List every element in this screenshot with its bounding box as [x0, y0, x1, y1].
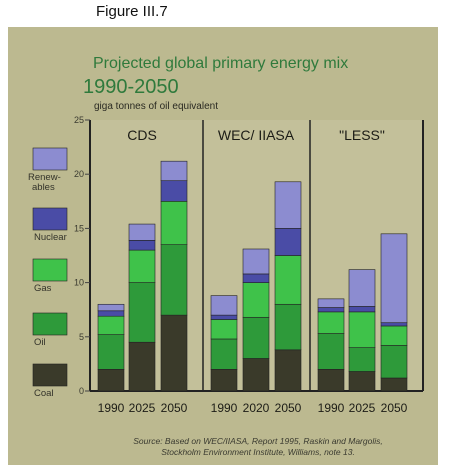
bar-segment-oil [317, 333, 345, 370]
legend-label: Nuclear [34, 232, 67, 243]
bar-segment-gas [317, 311, 345, 334]
x-tick-label: 1990 [98, 401, 125, 415]
bar-segment-coal [242, 358, 270, 392]
bar-segment-nuclear [128, 240, 156, 251]
figure-label: Figure III.7 [96, 3, 168, 20]
year-labels: 1990 2025 2050 1990 2020 2050 1990 2025 2050 [98, 401, 408, 415]
bar-segment-oil [210, 338, 238, 370]
source-line: Source: Based on WEC/IIASA, Report 1995,… [133, 436, 382, 446]
bar-segment-gas [242, 282, 270, 318]
bars [97, 160, 408, 392]
bar-segment-renewables [274, 181, 302, 229]
bar-segment-renewables [210, 295, 238, 316]
bar-segment-renewables [128, 223, 156, 241]
x-tick-label: 2020 [243, 401, 270, 415]
chart-subtitle: 1990-2050 [83, 76, 179, 98]
bar-segment-nuclear [97, 310, 125, 317]
bar-segment-gas [210, 319, 238, 340]
x-tick-label: 2050 [275, 401, 302, 415]
bar-segment-coal [380, 377, 408, 392]
bar-segment-oil [128, 282, 156, 343]
chart-panel: Projected global primary energy mix 1990… [8, 27, 438, 465]
x-tick-label: 2025 [129, 401, 156, 415]
legend-swatch [32, 258, 68, 282]
bar-segment-nuclear [317, 307, 345, 313]
group-label: "LESS" [339, 127, 385, 143]
legend: Renew-ables Nuclear Gas Oil Coal [28, 147, 68, 399]
y-tick-label: 10 [74, 278, 84, 288]
chart-title: Projected global primary energy mix [93, 55, 348, 72]
bar-segment-nuclear [160, 180, 188, 202]
bar-segment-nuclear [210, 314, 238, 320]
group-labels: CDS WEC/ IIASA "LESS" [127, 127, 385, 143]
bar-segment-coal [317, 369, 345, 392]
bar-segment-gas [274, 255, 302, 305]
x-tick-label: 2025 [349, 401, 376, 415]
legend-label: Gas [34, 283, 52, 294]
legend-label: Renew-ables [28, 172, 61, 193]
bar-segment-oil [348, 347, 376, 372]
bar-segment-coal [160, 314, 188, 392]
bar-segment-oil [242, 316, 270, 359]
legend-swatch [32, 312, 68, 336]
bar-segment-gas [97, 315, 125, 335]
bar-segment-gas [160, 201, 188, 245]
bar-segment-oil [160, 244, 188, 316]
legend-label: Oil [34, 337, 46, 348]
legend-label: Coal [34, 388, 54, 399]
y-tick-label: 20 [74, 169, 84, 179]
bar-segment-renewables [97, 303, 125, 312]
y-tick-label: 0 [79, 386, 84, 396]
bar-segment-renewables [317, 298, 345, 308]
bar-segment-renewables [160, 160, 188, 182]
legend-swatch [32, 147, 68, 171]
y-tick-label: 5 [79, 332, 84, 342]
bar-segment-nuclear [242, 273, 270, 283]
bar-segment-renewables [242, 248, 270, 275]
bar-segment-coal [128, 341, 156, 392]
bar-segment-renewables [348, 269, 376, 307]
x-tick-label: 1990 [318, 401, 345, 415]
bar-segment-oil [274, 303, 302, 351]
bar-segment-coal [210, 369, 238, 392]
bar-segment-coal [274, 349, 302, 392]
bar-segment-nuclear [274, 228, 302, 256]
source-line: Stockholm Environment Institute, William… [161, 447, 355, 457]
x-tick-label: 2050 [381, 401, 408, 415]
bar-segment-coal [348, 371, 376, 392]
y-tick-label: 15 [74, 223, 84, 233]
y-tick-label: 25 [74, 115, 84, 125]
bar-segment-nuclear [348, 306, 376, 313]
y-ticks: 0 5 10 15 20 25 [74, 115, 90, 396]
legend-swatch [32, 363, 68, 387]
bar-segment-gas [348, 311, 376, 348]
bar-segment-nuclear [380, 322, 408, 327]
bar-segment-gas [380, 325, 408, 346]
legend-swatch [32, 207, 68, 231]
group-label: WEC/ IIASA [218, 127, 295, 143]
bar-segment-gas [128, 249, 156, 283]
bar-segment-renewables [380, 233, 408, 324]
bar-segment-oil [380, 345, 408, 379]
x-tick-label: 1990 [211, 401, 238, 415]
chart-svg: Projected global primary energy mix 1990… [28, 55, 424, 457]
group-label: CDS [127, 127, 157, 143]
bar-segment-coal [97, 369, 125, 392]
x-tick-label: 2050 [161, 401, 188, 415]
y-axis-label: giga tonnes of oil equivalent [94, 101, 218, 112]
bar-segment-oil [97, 334, 125, 370]
source-note: Source: Based on WEC/IIASA, Report 1995,… [133, 436, 382, 457]
